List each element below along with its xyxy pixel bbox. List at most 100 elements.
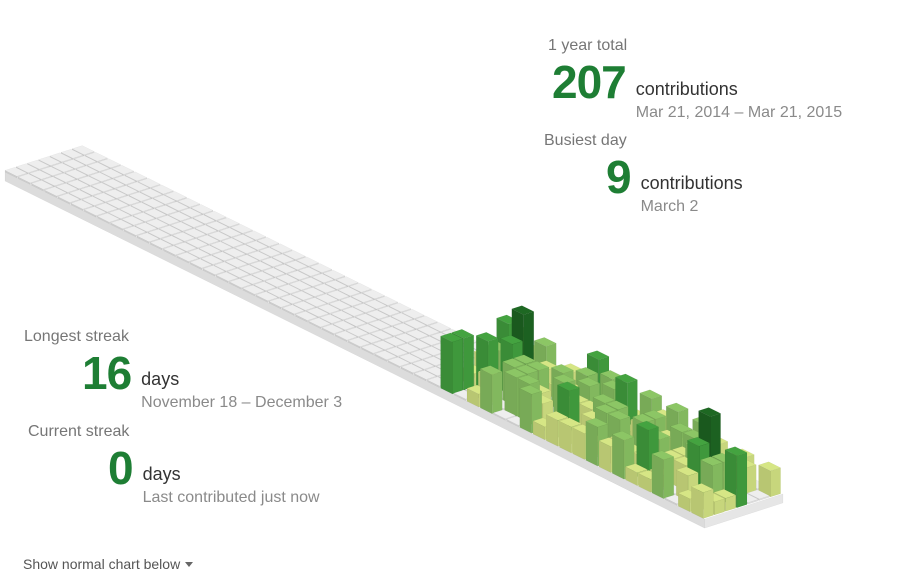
stat-unit: days	[142, 464, 181, 484]
day-bar	[499, 334, 524, 345]
day-cell-empty	[275, 274, 299, 284]
day-bar	[519, 384, 543, 395]
day-cell-empty	[185, 238, 209, 248]
day-cell-empty	[126, 181, 150, 192]
day-cell-empty	[132, 212, 156, 222]
day-bar	[607, 410, 631, 421]
day-cell-empty	[229, 223, 254, 234]
day-cell-empty	[396, 343, 420, 353]
stat-label: Busiest day	[544, 132, 627, 149]
day-bar	[757, 461, 782, 472]
day-cell-empty	[150, 184, 175, 195]
day-cell-empty	[345, 327, 369, 337]
day-cell-empty	[303, 297, 328, 307]
day-cell-empty	[64, 169, 88, 179]
day-cell-empty	[160, 235, 185, 246]
day-cell-empty	[39, 166, 64, 176]
day-cell-empty	[115, 185, 139, 195]
day-cell-empty	[181, 218, 205, 228]
day-cell-empty	[315, 293, 339, 304]
day-cell-empty	[277, 284, 301, 294]
day-cell-empty	[321, 324, 345, 334]
day-cell-empty	[339, 296, 363, 307]
day-cell-empty	[83, 206, 107, 216]
day-cell-empty	[101, 178, 126, 189]
day-bar	[550, 364, 575, 374]
day-cell-empty	[167, 211, 192, 222]
day-cell-empty	[256, 237, 280, 247]
day-bar	[440, 335, 453, 395]
day-cell-empty	[213, 261, 237, 272]
day-cell-empty	[255, 291, 279, 302]
day-cell-empty	[251, 271, 275, 281]
day-cell-empty	[165, 201, 190, 211]
day-cell-empty	[295, 256, 320, 267]
day-bar	[556, 381, 581, 392]
day-cell-empty	[392, 322, 416, 333]
day-cell-empty	[379, 316, 403, 326]
day-cell-empty	[145, 218, 169, 229]
day-cell-empty	[51, 162, 75, 173]
day-cell-empty	[105, 199, 130, 209]
stat-value: 0	[108, 442, 134, 494]
day-cell-empty	[147, 228, 171, 239]
day-bar	[614, 373, 639, 384]
day-cell-empty	[381, 326, 405, 337]
day-cell-empty	[371, 340, 396, 350]
day-bar	[526, 361, 550, 371]
stat-unit: days	[141, 369, 180, 389]
day-cell-empty	[162, 245, 187, 256]
day-cell-empty	[258, 247, 282, 257]
day-cell-empty	[337, 286, 361, 297]
day-cell-empty	[348, 282, 373, 293]
day-cell-empty	[75, 165, 99, 176]
day-cell-empty	[334, 330, 358, 341]
day-bar	[624, 463, 649, 473]
day-bar	[501, 358, 526, 368]
day-bar	[491, 371, 503, 415]
day-bar	[745, 464, 757, 495]
chart-base-side	[704, 493, 784, 529]
day-cell-empty	[390, 312, 414, 323]
day-cell-empty	[154, 204, 179, 215]
show-normal-chart-toggle[interactable]: Show normal chart below	[23, 556, 194, 572]
day-cell-empty	[271, 253, 295, 264]
day-cell-empty	[284, 260, 309, 270]
day-cell-empty	[57, 193, 81, 203]
day-cell-empty	[297, 266, 322, 277]
day-cell-empty	[369, 330, 394, 340]
day-cell-empty	[361, 289, 386, 300]
day-cell-empty	[103, 188, 128, 199]
day-cell-empty	[37, 156, 62, 166]
day-bar	[511, 305, 535, 315]
day-bar	[697, 407, 722, 417]
day-cell-empty	[222, 247, 247, 258]
day-cell-empty	[243, 230, 267, 241]
day-cell-empty	[136, 232, 160, 243]
day-cell-empty	[319, 314, 343, 324]
day-bar	[651, 453, 664, 500]
day-cell-empty	[288, 280, 313, 291]
day-cell-empty	[192, 214, 216, 225]
day-cell-empty	[235, 254, 260, 265]
day-bar	[475, 332, 499, 342]
day-cell-empty	[294, 311, 319, 321]
day-bar	[515, 364, 539, 375]
day-bar	[631, 413, 656, 424]
day-bar	[504, 371, 517, 417]
day-bar	[724, 446, 748, 456]
stat-busiest-day: Busiest day 9 contributions March 2	[544, 132, 743, 216]
day-cell-empty	[350, 293, 375, 303]
day-cell-empty	[375, 295, 399, 306]
day-cell-empty	[121, 215, 145, 226]
day-cell-empty	[55, 183, 79, 193]
day-cell-empty	[17, 173, 41, 184]
day-cell-empty	[139, 188, 163, 198]
day-bar	[592, 393, 616, 404]
day-bar	[686, 436, 711, 447]
day-cell-empty	[177, 197, 201, 208]
day-cell-empty	[79, 185, 103, 196]
day-bar	[651, 450, 675, 461]
day-cell-empty	[307, 317, 332, 328]
